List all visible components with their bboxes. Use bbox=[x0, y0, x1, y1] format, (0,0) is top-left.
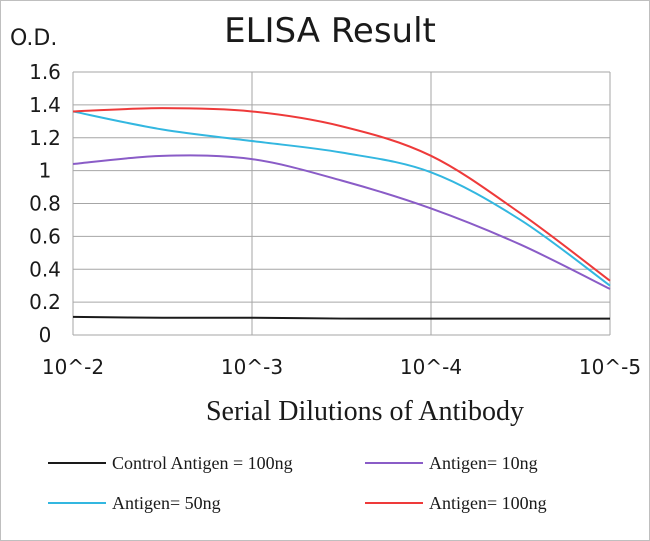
x-tick-label: 10^-3 bbox=[221, 355, 283, 379]
series-group bbox=[72, 107, 611, 320]
x-axis-label: Serial Dilutions of Antibody bbox=[206, 396, 524, 427]
series-line-4 bbox=[72, 107, 611, 282]
series-line-1 bbox=[72, 315, 610, 320]
legend-label-1: Control Antigen = 100ng bbox=[112, 453, 293, 473]
y-tick-label: 0.6 bbox=[29, 224, 61, 248]
legend: Control Antigen = 100ng Antigen= 10ng Anti… bbox=[48, 453, 547, 513]
y-tick-label: 0.4 bbox=[29, 257, 61, 281]
y-tick-label: 0.8 bbox=[29, 192, 61, 216]
x-tick-label: 10^-5 bbox=[579, 355, 641, 379]
y-tick-label: 1.4 bbox=[29, 93, 61, 117]
legend-label-3: Antigen= 50ng bbox=[112, 493, 221, 513]
series-line-2 bbox=[72, 154, 611, 290]
y-axis-label: O.D. bbox=[10, 26, 57, 51]
y-tick-label: 0 bbox=[39, 323, 52, 347]
x-tick-label: 10^-4 bbox=[400, 355, 462, 379]
legend-label-4: Antigen= 100ng bbox=[429, 493, 547, 513]
chart-title: ELISA Result bbox=[224, 11, 436, 51]
y-tick-label: 1.2 bbox=[29, 126, 61, 150]
grid bbox=[72, 71, 611, 336]
y-tick-label: 0.2 bbox=[29, 290, 61, 314]
legend-label-2: Antigen= 10ng bbox=[429, 453, 538, 473]
y-tick-label: 1.6 bbox=[29, 60, 61, 84]
series-line-3 bbox=[72, 110, 611, 287]
ticks: 0 0.2 0.4 0.6 0.8 1 1.2 1.4 1.6 10^-2 10^-3 10^-4 10… bbox=[29, 60, 641, 379]
x-tick-label: 10^-2 bbox=[42, 355, 104, 379]
y-tick-label: 1 bbox=[39, 159, 52, 183]
